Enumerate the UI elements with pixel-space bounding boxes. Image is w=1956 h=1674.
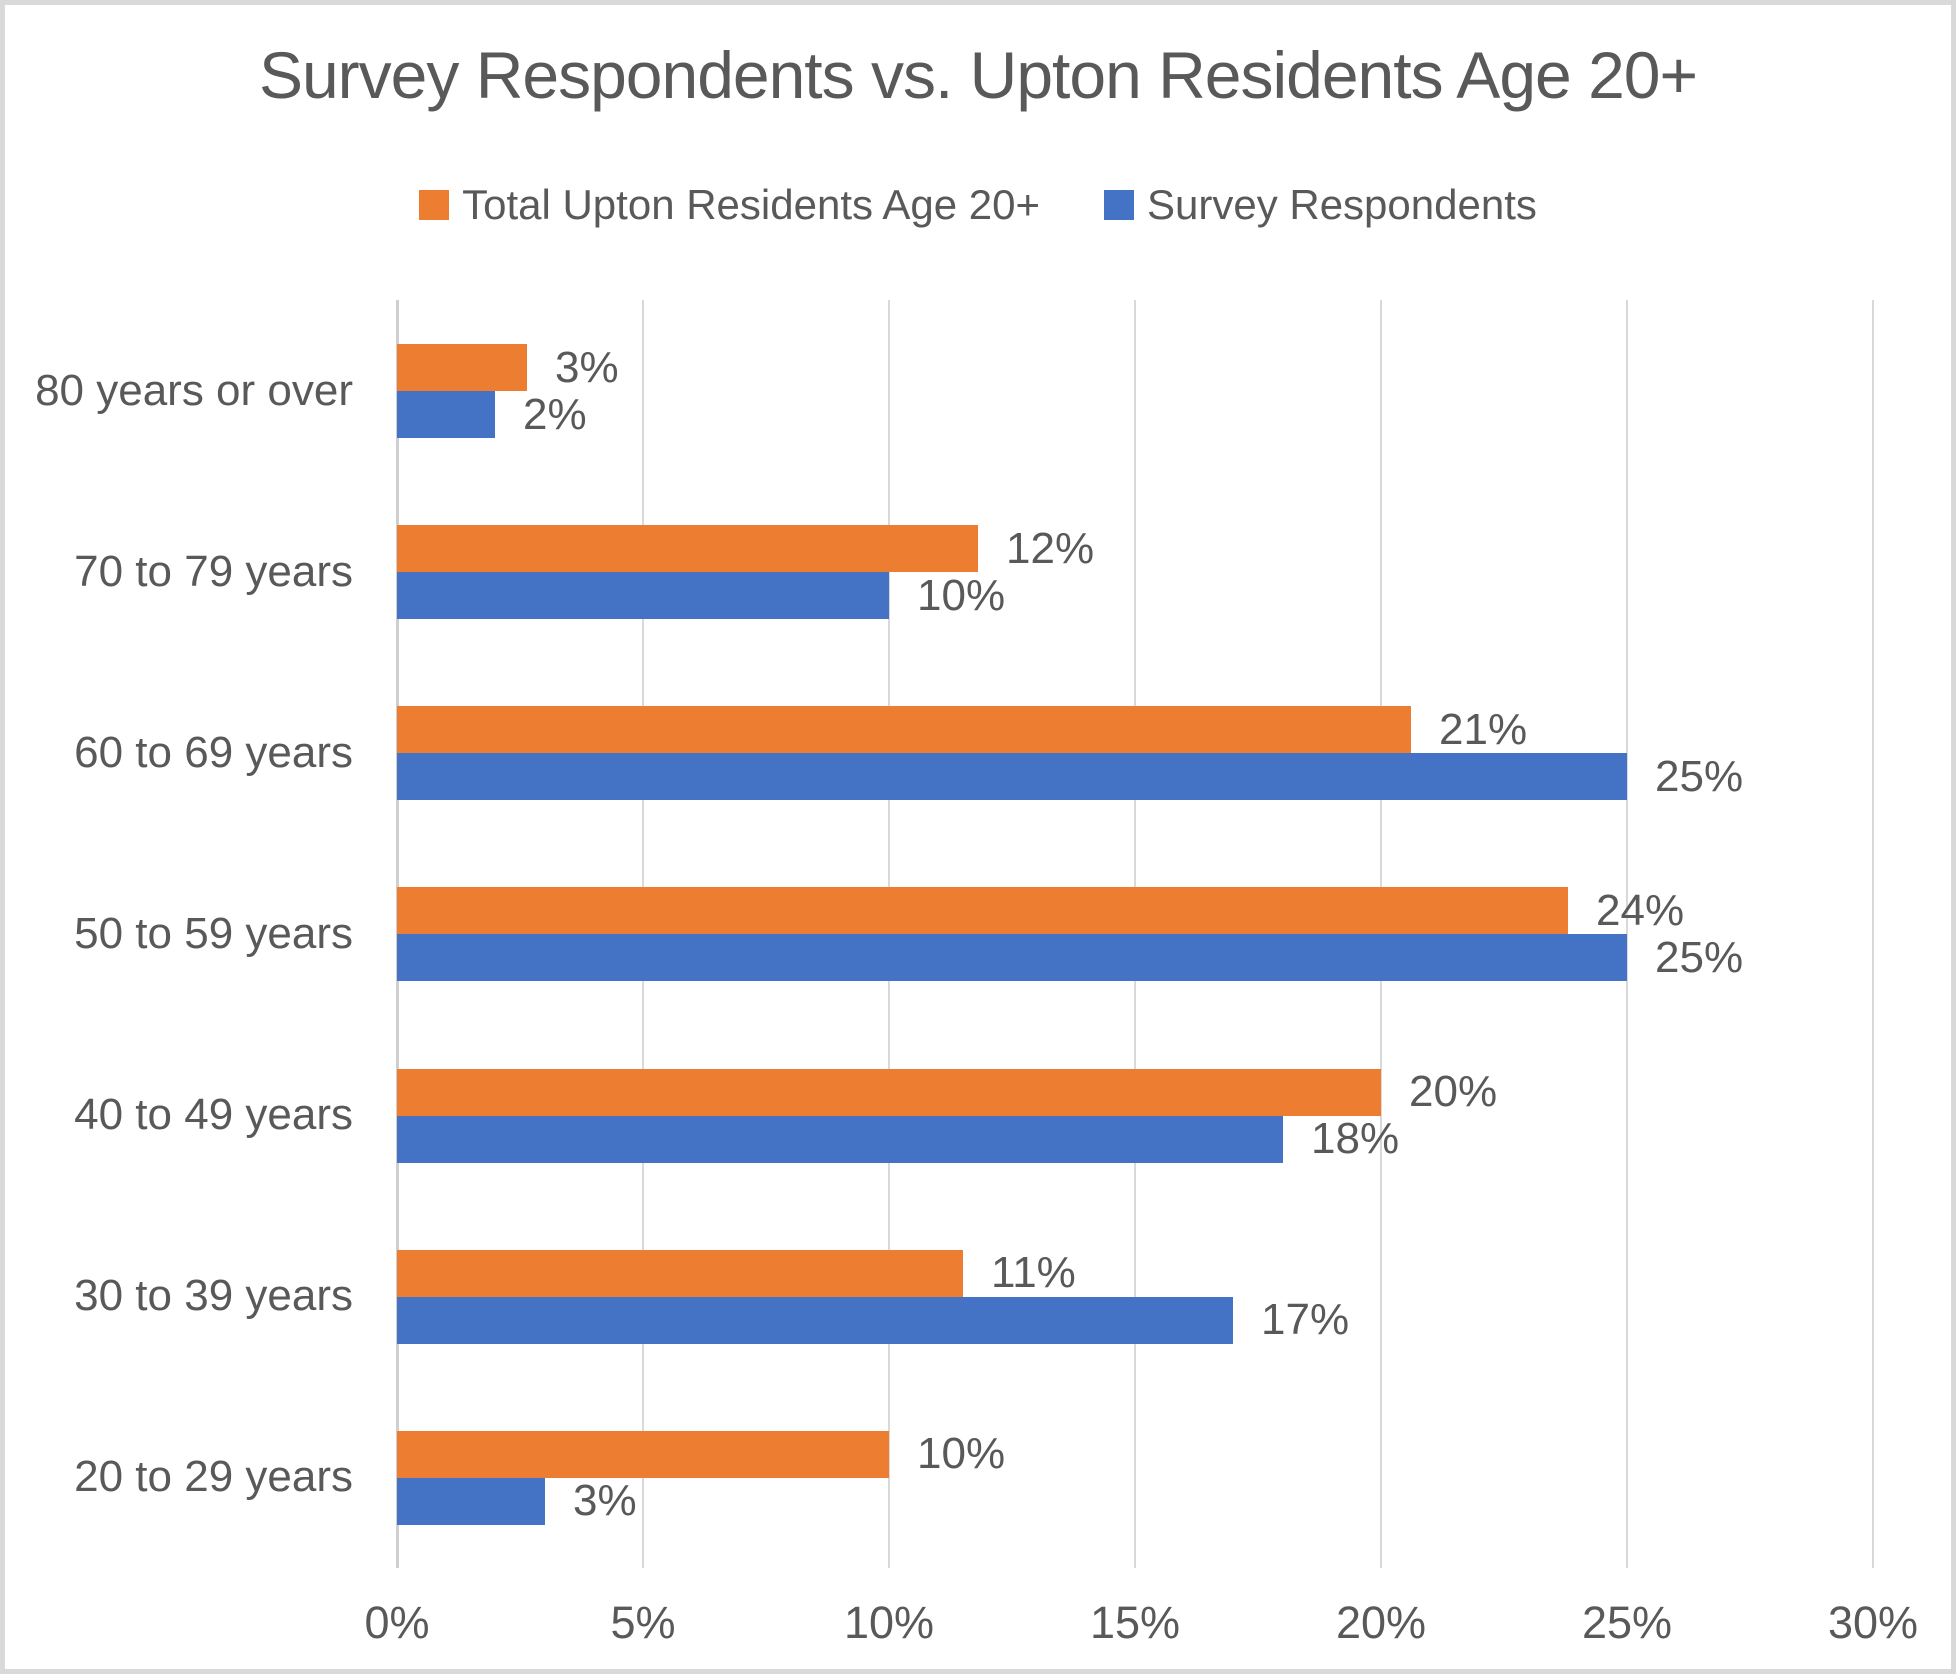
- category-label: 80 years or over: [35, 365, 353, 415]
- value-label-survey: 25%: [1655, 751, 1744, 801]
- bar-upton: [397, 1068, 1381, 1116]
- bar-upton: [397, 1249, 963, 1297]
- category-label: 40 to 49 years: [74, 1090, 353, 1140]
- bar-survey: [397, 934, 1627, 982]
- legend-swatch-survey: [1103, 190, 1134, 220]
- category-label: 20 to 29 years: [74, 1452, 353, 1502]
- value-label-survey: 3%: [573, 1476, 637, 1526]
- category-label: 60 to 69 years: [74, 727, 353, 777]
- legend-swatch-upton: [419, 190, 450, 220]
- x-tick-label: 30%: [1827, 1597, 1919, 1648]
- value-label-upton: 21%: [1439, 704, 1528, 754]
- chart-title: Survey Respondents vs. Upton Residents A…: [258, 38, 1698, 112]
- value-label-upton: 11%: [991, 1248, 1076, 1298]
- legend-item-upton: Total Upton Residents Age 20+: [419, 181, 1040, 229]
- category-label: 30 to 39 years: [74, 1271, 353, 1321]
- bar-upton: [397, 1430, 889, 1478]
- x-tick-label: 5%: [610, 1597, 676, 1648]
- gridline: [1872, 300, 1874, 1568]
- bar-survey: [397, 1477, 545, 1525]
- plot-area: 3% 2% 12% 10% 21% 25% 24% 25% 20% 18% 11% 17% 10% 3%: [396, 300, 1874, 1568]
- legend-label-upton: Total Upton Residents Age 20+: [462, 181, 1040, 228]
- bar-upton: [397, 706, 1411, 754]
- value-label-survey: 10%: [917, 570, 1006, 620]
- legend-label-survey: Survey Respondents: [1146, 181, 1537, 228]
- bar-upton: [397, 344, 527, 391]
- legend: Total Upton Residents Age 20+ Survey Res…: [5, 181, 1951, 229]
- value-label-upton: 3%: [555, 342, 619, 392]
- value-label-upton: 20%: [1409, 1067, 1498, 1117]
- value-label-upton: 10%: [917, 1429, 1006, 1479]
- bar-survey: [397, 753, 1627, 801]
- value-label-upton: 24%: [1596, 885, 1685, 935]
- x-tick-label: 20%: [1335, 1597, 1427, 1648]
- bar-survey: [397, 1296, 1233, 1344]
- x-tick-label: 0%: [364, 1597, 430, 1648]
- category-label: 70 to 79 years: [74, 546, 353, 596]
- x-tick-label: 10%: [843, 1597, 935, 1648]
- bar-upton: [397, 887, 1568, 935]
- bar-survey: [397, 572, 889, 620]
- bar-survey: [397, 391, 495, 438]
- x-tick-label: 15%: [1089, 1597, 1181, 1648]
- value-label-upton: 12%: [1006, 523, 1095, 573]
- value-label-survey: 17%: [1261, 1295, 1350, 1345]
- legend-item-survey: Survey Respondents: [1103, 181, 1537, 229]
- bar-survey: [397, 1115, 1283, 1163]
- value-label-survey: 2%: [523, 389, 587, 439]
- x-tick-label: 25%: [1581, 1597, 1673, 1648]
- category-label: 50 to 59 years: [74, 909, 353, 958]
- gridline: [1626, 300, 1628, 1568]
- bar-upton: [397, 525, 978, 573]
- value-label-survey: 25%: [1655, 932, 1744, 982]
- value-label-survey: 18%: [1311, 1114, 1400, 1164]
